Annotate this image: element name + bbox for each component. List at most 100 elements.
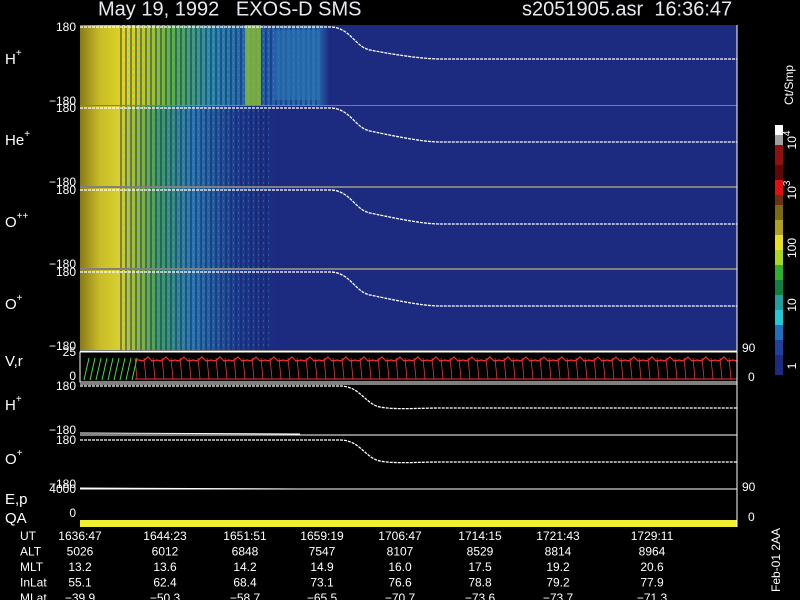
vr-tick [503, 357, 507, 380]
tick-label: 180 [56, 183, 76, 197]
cell: −73.7 [543, 591, 574, 600]
vr-hatch [83, 357, 90, 381]
vr-tick [539, 357, 543, 380]
vr-tick [260, 357, 264, 380]
vr-hatch [131, 357, 138, 381]
cell: 1636:47 [58, 529, 102, 543]
vr-tick [584, 357, 588, 380]
vr-tick [332, 357, 336, 380]
cell: 17.5 [468, 560, 492, 574]
cell: 19.2 [546, 560, 570, 574]
title: May 19, 1992 EXOS-D SMS [98, 0, 361, 20]
cell: 62.4 [153, 576, 177, 590]
label-base: E,p [5, 491, 28, 508]
label-charge: + [16, 48, 22, 59]
vr-tick [440, 357, 444, 380]
vr-tick [602, 357, 606, 380]
row-label: InLat [20, 576, 47, 590]
vr-tick [305, 357, 309, 380]
colorbar-tick: 100 [785, 238, 799, 258]
tick-label: 0 [748, 510, 755, 524]
tick-label: 0 [69, 506, 76, 520]
tick-label: 0 [748, 370, 755, 384]
panel-label: O++ [5, 211, 29, 231]
cell: 76.6 [388, 576, 412, 590]
footer: Feb-01 2AA [769, 528, 783, 592]
tick-exp: 4 [782, 130, 793, 136]
panel-label: H+ [5, 394, 22, 414]
angle-curve [80, 385, 737, 410]
spectrogram-texture [120, 106, 270, 186]
tick-label: 25 [63, 345, 77, 359]
tick-label: −180 [49, 257, 76, 271]
vr-tick [530, 357, 534, 380]
cell: 78.8 [468, 576, 492, 590]
cell: 20.6 [640, 560, 664, 574]
vr-tick [359, 357, 363, 380]
colorbar-tick: 103 [782, 180, 800, 199]
angle-curve [80, 26, 737, 60]
cell: 16.0 [388, 560, 412, 574]
vr-tick [287, 357, 291, 380]
spectrogram-texture [120, 188, 270, 268]
panel-label: E,p [5, 491, 28, 508]
tick-base: 100 [785, 238, 799, 258]
vr-tick [449, 357, 453, 380]
vr-tick [647, 357, 651, 380]
vr-tick [170, 357, 174, 380]
spectrogram-patch [275, 30, 320, 100]
cell: −50.3 [150, 591, 181, 600]
colorbar [775, 125, 783, 375]
vr-tick [278, 357, 282, 380]
cell: −73.6 [465, 591, 496, 600]
angle-curve [80, 107, 737, 143]
cell: 13.6 [153, 560, 177, 574]
cell: 7547 [309, 545, 336, 559]
vr-tick [494, 357, 498, 380]
panel-label: V,r [5, 353, 23, 370]
angle-curve [80, 189, 737, 225]
cell: 6012 [152, 545, 179, 559]
cell: 1706:47 [378, 529, 422, 543]
vr-tick [476, 357, 480, 380]
cell: 1721:43 [536, 529, 580, 543]
vr-tick [701, 357, 705, 380]
label-base: H [5, 51, 16, 68]
vr-tick [242, 357, 246, 380]
cell: −39.9 [65, 591, 96, 600]
cell: 79.2 [546, 576, 570, 590]
tick-label: 90 [742, 480, 756, 494]
label-base: V,r [5, 353, 23, 370]
flat-line [79, 432, 301, 435]
vr-tick [314, 357, 318, 380]
cell: −70.7 [385, 591, 416, 600]
label-charge: + [17, 448, 23, 459]
spectrogram-patch [245, 25, 261, 105]
tick-label: −180 [49, 94, 76, 108]
colorbar-unit: Ct/Smp [782, 65, 796, 105]
vr-tick [197, 357, 201, 380]
panel-label: He+ [5, 129, 30, 149]
colorbar-tick: 1 [785, 362, 799, 369]
cell: 8529 [467, 545, 494, 559]
ep-line [79, 487, 301, 490]
vr-line [135, 356, 738, 362]
cell: 1729:11 [631, 529, 674, 543]
cell: 5026 [67, 545, 94, 559]
vr-tick [404, 357, 408, 380]
cell: 14.9 [310, 560, 334, 574]
cell: 68.4 [233, 576, 257, 590]
cell: 14.2 [233, 560, 257, 574]
row-label: MLat [20, 591, 47, 600]
vr-hatch [113, 357, 120, 381]
tick-label: −180 [49, 423, 76, 437]
panel-label: O+ [5, 293, 23, 313]
colorbar-tick: 10 [785, 298, 799, 312]
tick-label: 180 [56, 379, 76, 393]
vr-tick [566, 357, 570, 380]
tick-label: −180 [49, 339, 76, 353]
vr-tick [233, 357, 237, 380]
vr-tick [206, 357, 210, 380]
label-base: H [5, 397, 16, 414]
